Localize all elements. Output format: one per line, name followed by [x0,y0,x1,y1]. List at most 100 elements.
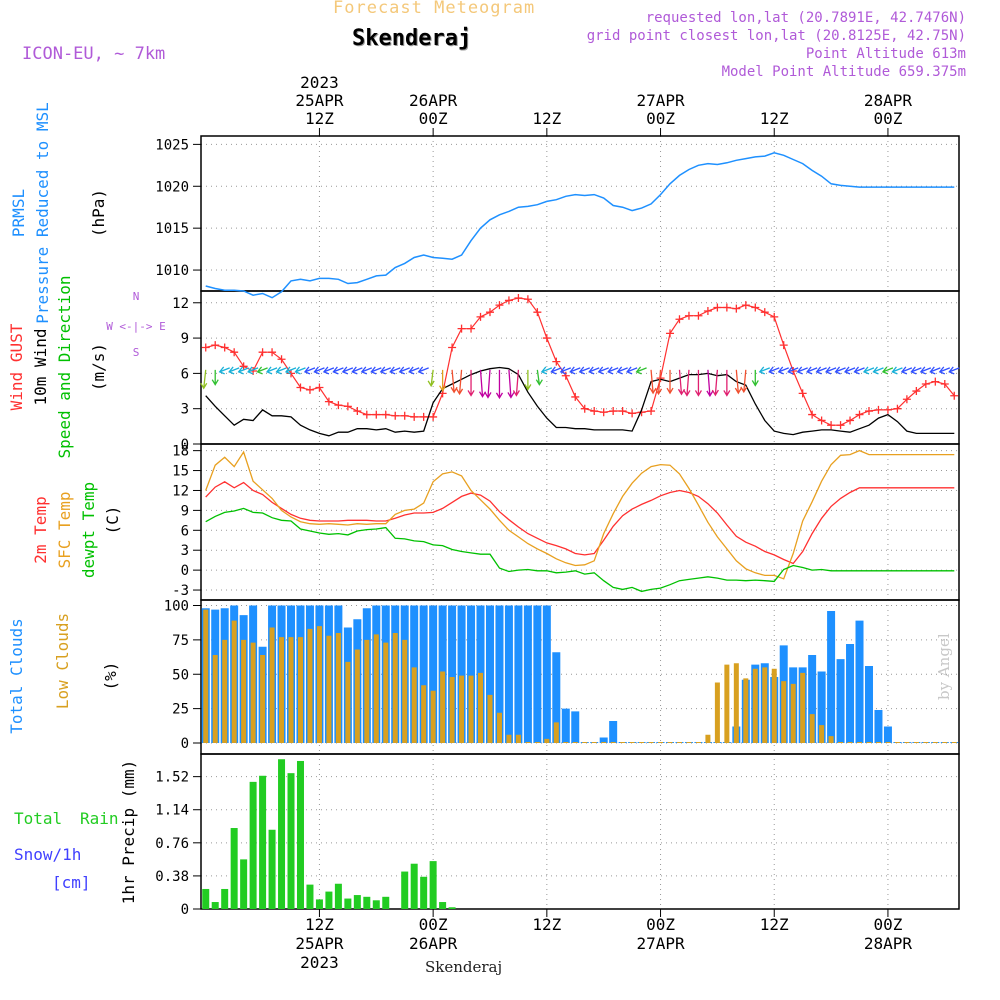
wind-direction-arrow [467,369,475,397]
wind-direction-arrow [569,366,581,375]
wind-gust-marker [429,412,438,421]
top-time-label: 28APR [864,91,913,110]
precip-bar [278,759,286,909]
total-cloud-bar [429,605,438,743]
wind-gust-marker [419,412,428,421]
wind-gust-marker [675,315,684,324]
wind-direction-arrow [351,366,363,375]
low-cloud-bar [468,675,474,743]
wind-direction-arrow [635,366,647,375]
wind-gust-marker [940,379,949,388]
low-cloud-bar [639,742,645,743]
model-label: ICON-EU, ~ 7km [22,44,166,64]
temperature-ytick-label: -3 [172,583,189,599]
low-cloud-bar [459,675,465,743]
compass-north: N [133,290,140,303]
wind-direction-arrow [389,366,401,375]
wind-gust-marker [666,329,675,338]
precip-bar [240,859,248,909]
low-cloud-bar [601,742,607,743]
precip-rain-label: Rain [80,809,119,828]
low-cloud-bar [771,668,777,743]
total-cloud-bar [571,711,580,743]
wind-direction-arrow [540,366,553,375]
clouds-ytick-label: 0 [181,736,189,752]
wind-direction-arrow [322,366,335,375]
wind-gust-marker [779,341,788,350]
wind-gust-marker [864,407,873,416]
low-cloud-bar [866,742,872,743]
low-cloud-bar [487,694,493,743]
precip-bar [306,884,314,909]
precip-cm-label: [cm] [52,873,91,892]
total-cloud-bar [533,605,542,743]
low-cloud-bar [951,742,957,743]
wind-direction-arrow [266,366,278,375]
wind-speed-direction-label: Speed and Direction [55,275,74,458]
wind-direction-arrow [247,366,259,375]
wind-gust-marker [855,410,864,419]
precip-bar [315,899,323,909]
low-cloud-bar [620,742,626,743]
low-cloud-bar [326,635,332,743]
precip-bar [353,895,361,909]
pressure-ytick-label: 1020 [155,179,189,195]
low-cloud-bar [714,682,720,743]
wind-direction-arrow [439,369,447,392]
wind-ytick-label: 3 [181,402,189,418]
pressure-label-msl: Pressure Reduced to MSL [33,102,52,324]
precip-bar [325,891,333,909]
low-cloud-bar [250,642,256,743]
wind-direction-arrow [834,366,846,375]
precip-unit-label: 1hr Precip (mm) [119,760,138,905]
wind-gust-marker [504,296,513,305]
wind-gust-marker [760,308,769,317]
temp-2m-label: 2m Temp [31,496,50,563]
low-cloud-bar [819,725,825,743]
top-time-label: 2023 [300,73,339,92]
wind-gust-marker [827,421,836,430]
precip-frame [200,753,960,910]
precip-snow-label: Snow/1h [14,845,81,864]
total-cloud-bar [495,605,504,743]
wind-direction-arrow [294,366,306,375]
top-time-label: 12Z [305,109,334,128]
low-cloud-bar [686,742,692,743]
low-cloud-bar [648,742,654,743]
clouds-ytick-label: 50 [172,667,189,683]
temperature-ytick-label: 12 [172,483,189,499]
wind-gust-marker [817,416,826,425]
low-cloud-bar [743,678,749,743]
temperature-ytick-label: 6 [181,523,189,539]
wind-direction-arrow [938,366,951,375]
wind-direction-arrow [929,366,941,375]
total-cloud-bar [561,708,570,743]
wind-gust-marker [893,404,902,413]
wind-direction-arrow [872,366,884,375]
wind-gust-marker [296,383,305,392]
wind-direction-arrow [408,366,420,375]
low-cloud-bar [658,742,664,743]
top-time-label: 12Z [532,109,561,128]
low-cloud-bar [705,734,711,743]
wind-direction-arrow [478,369,487,398]
total-cloud-bar [883,726,892,743]
low-clouds-label: Low Clouds [53,613,72,709]
temperature-ytick-label: 15 [172,464,189,480]
low-cloud-bar [676,742,682,743]
precip-bar [221,888,229,909]
wind-direction-arrow [456,369,464,396]
wind-direction-arrow [211,369,219,386]
low-cloud-bar [297,637,303,743]
wind-gust-marker [921,379,930,388]
total-cloud-bar [467,605,476,743]
low-cloud-bar [411,667,417,743]
wind-gust-marker [741,301,750,310]
grid-point-coordinates: grid point closest lon,lat (20.8125E, 42… [586,28,966,44]
wind-direction-arrow [275,366,287,375]
wind-ytick-label: 0 [181,437,189,453]
low-cloud-bar [809,714,815,743]
low-cloud-bar [790,683,796,743]
wind-gust-marker [239,362,248,371]
low-cloud-bar [629,742,635,743]
